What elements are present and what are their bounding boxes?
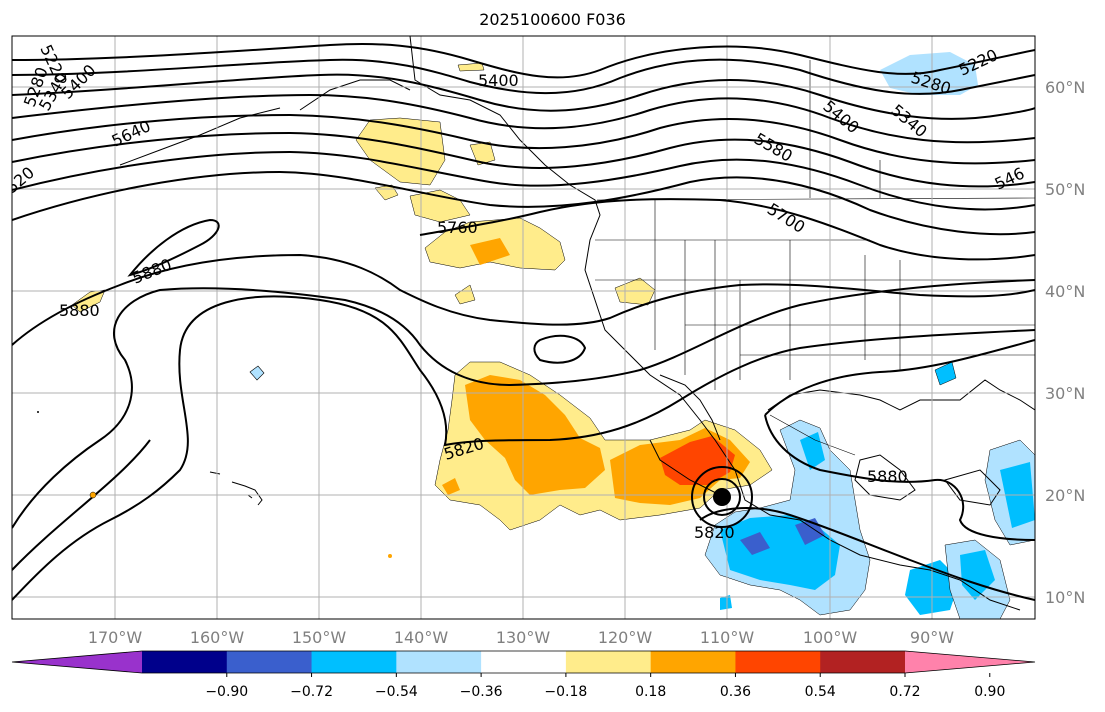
colorbar-tick-label: 0.36 — [720, 684, 751, 700]
height-contours — [12, 42, 1035, 601]
lon-tick-label: 130°W — [496, 628, 551, 647]
colorbar-extend-low — [12, 651, 142, 673]
islands — [37, 411, 392, 558]
colorbar-tick-label: −0.54 — [375, 684, 418, 700]
colorbar-swatch — [650, 651, 736, 673]
lon-tick-label: 170°W — [88, 628, 143, 647]
colorbar-swatch — [735, 651, 821, 673]
colorbar-tick-label: 0.90 — [974, 684, 1005, 700]
colorbar-tick-label: 0.18 — [635, 684, 666, 700]
colorbar-swatch — [565, 651, 652, 673]
lon-tick-label: 150°W — [292, 628, 347, 647]
colorbar-swatch — [142, 651, 228, 673]
lat-tick-label: 30°N — [1045, 384, 1085, 403]
contour-label: 5760 — [437, 218, 478, 237]
colorbar: −0.90 −0.72 −0.54 −0.36 −0.18 0.18 0.36 0.54 0.7… — [11, 650, 1036, 700]
colorbar-swatch — [481, 651, 567, 673]
lon-tick-label: 120°W — [598, 628, 653, 647]
map-title: 2025100600 F036 — [479, 10, 626, 29]
lat-tick-label: 40°N — [1045, 282, 1085, 301]
lat-tick-label: 50°N — [1045, 180, 1085, 199]
colorbar-swatch — [396, 651, 482, 673]
lon-tick-label: 110°W — [700, 628, 755, 647]
coastlines — [119, 36, 1035, 611]
lat-tick-label: 60°N — [1045, 78, 1085, 97]
lat-tick-label: 10°N — [1045, 588, 1085, 607]
colorbar-swatch — [311, 651, 397, 673]
map-frame — [11, 35, 1036, 620]
gridlines — [12, 36, 1035, 619]
longitude-labels: 170°W 160°W 150°W 140°W 130°W 120°W 110°… — [88, 628, 954, 647]
map-area: 5400 5220 5280 5400 5340 5580 546 5700 5… — [12, 36, 1035, 619]
colorbar-swatch — [226, 651, 313, 673]
anomaly-shading — [71, 52, 1035, 619]
contour-label: 5880 — [59, 301, 100, 320]
colorbar-tick-label: −0.90 — [205, 684, 248, 700]
colorbar-tick-label: −0.36 — [460, 684, 503, 700]
lon-tick-label: 140°W — [394, 628, 449, 647]
latitude-labels: 60°N 50°N 40°N 30°N 20°N 10°N — [1045, 78, 1085, 607]
colorbar-tick-label: −0.18 — [544, 684, 587, 700]
colorbar-outline — [11, 650, 1036, 674]
lon-tick-label: 160°W — [190, 628, 245, 647]
colorbar-tick-label: −0.72 — [290, 684, 333, 700]
colorbar-swatch — [820, 651, 906, 673]
colorbar-tick-label: 0.72 — [889, 684, 920, 700]
lon-tick-label: 90°W — [910, 628, 954, 647]
colorbar-tick-label: 0.54 — [805, 684, 836, 700]
contour-label: 5820 — [694, 523, 735, 542]
contour-label: 5880 — [867, 467, 908, 486]
colorbar-extend-high — [905, 651, 1035, 673]
lat-tick-label: 20°N — [1045, 486, 1085, 505]
lon-tick-label: 100°W — [803, 628, 858, 647]
contour-label: 5400 — [478, 71, 519, 90]
